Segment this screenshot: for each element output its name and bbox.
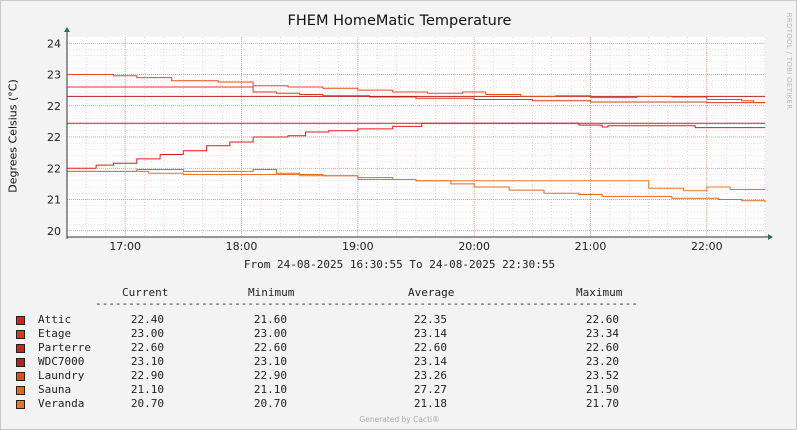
legend-value-maximum: 23.20	[585, 355, 619, 368]
y-tick-label: 22	[47, 131, 61, 144]
legend-value-average: 22.35	[413, 313, 447, 326]
legend-row-sauna: Sauna 21.10 21.10 27.27 21.50	[1, 383, 796, 397]
legend-value-maximum: 22.60	[585, 313, 619, 326]
legend-value-current: 23.00	[130, 327, 164, 340]
x-tick-label: 20:00	[458, 240, 490, 253]
legend-swatch	[16, 330, 25, 339]
legend-swatch	[16, 344, 25, 353]
legend-header-average: Average	[408, 286, 455, 299]
legend-value-average: 23.26	[413, 369, 447, 382]
x-tick-label: 22:00	[691, 240, 723, 253]
legend-value-current: 22.90	[130, 369, 164, 382]
legend-value-minimum: 21.10	[253, 383, 287, 396]
y-tick-label: 23	[47, 69, 61, 82]
y-tick-label: 24	[47, 37, 61, 50]
x-tick-label: 18:00	[226, 240, 258, 253]
legend-value-current: 22.60	[130, 341, 164, 354]
y-tick-label: 20	[47, 225, 61, 238]
footer-credit: Generated by Cacti®	[359, 415, 440, 424]
legend-value-minimum: 22.90	[253, 369, 287, 382]
legend-value-current: 23.10	[130, 355, 164, 368]
legend-series-name: Attic	[38, 313, 72, 326]
legend-value-current: 21.10	[130, 383, 164, 396]
legend-value-minimum: 20.70	[253, 397, 287, 410]
legend-header-current: Current	[122, 286, 169, 299]
y-axis-arrow	[64, 27, 70, 32]
legend-header-maximum: Maximum	[576, 286, 623, 299]
legend-value-average: 21.18	[413, 397, 447, 410]
legend-value-maximum: 23.52	[585, 369, 619, 382]
x-tick-label: 19:00	[342, 240, 374, 253]
legend-series-name: Veranda	[38, 397, 85, 410]
legend-value-maximum: 21.50	[585, 383, 619, 396]
y-tick-label: 22	[47, 162, 61, 175]
x-tick-label: 17:00	[109, 240, 141, 253]
legend-series-name: Parterre	[38, 341, 91, 354]
legend-value-maximum: 21.70	[585, 397, 619, 410]
legend-value-minimum: 21.60	[253, 313, 287, 326]
chart-title: FHEM HomeMatic Temperature	[287, 13, 512, 29]
legend-value-minimum: 22.60	[253, 341, 287, 354]
legend-swatch	[16, 400, 25, 409]
legend-series-name: WDC7000	[38, 355, 85, 368]
legend-row-attic: Attic 22.40 21.60 22.35 22.60	[1, 313, 796, 327]
legend-value-minimum: 23.10	[253, 355, 287, 368]
legend-value-average: 22.60	[413, 341, 447, 354]
series-lines	[67, 74, 766, 202]
legend-value-maximum: 22.60	[585, 341, 619, 354]
legend-row-parterre: Parterre 22.60 22.60 22.60 22.60	[1, 341, 796, 355]
legend-row-wdc7000: WDC7000 23.10 23.10 23.14 23.20	[1, 355, 796, 369]
legend-swatch	[16, 358, 25, 367]
legend-value-current: 20.70	[130, 397, 164, 410]
legend-swatch	[16, 316, 25, 325]
series-line-attic	[67, 122, 765, 169]
x-axis-arrow	[768, 234, 773, 240]
legend-value-minimum: 23.00	[253, 327, 287, 340]
grid	[66, 37, 766, 237]
legend-value-maximum: 23.34	[585, 327, 619, 340]
legend-swatch	[16, 372, 25, 381]
legend-separator: ----------------------------------------…	[95, 297, 639, 310]
legend-row-laundry: Laundry 22.90 22.90 23.26 23.52	[1, 369, 796, 383]
series-line-etage	[67, 86, 765, 104]
legend-value-current: 22.40	[130, 313, 164, 326]
legend-row-veranda: Veranda 20.70 20.70 21.18 21.70	[1, 397, 796, 411]
series-line-laundry	[67, 74, 765, 104]
legend-value-average: 27.27	[413, 383, 447, 396]
legend-value-average: 23.14	[413, 327, 447, 340]
legend-series-name: Sauna	[38, 383, 72, 396]
legend-value-average: 23.14	[413, 355, 447, 368]
axes	[64, 27, 773, 240]
legend-row-etage: Etage 23.00 23.00 23.14 23.34	[1, 327, 796, 341]
legend-series-name: Etage	[38, 327, 72, 340]
y-tick-label: 22	[47, 100, 61, 113]
x-tick-label: 21:00	[575, 240, 607, 253]
legend-series-name: Laundry	[38, 369, 85, 382]
tick-labels: 17:00 18:00 19:00 20:00 21:00 22:00 24 23 22 22 22…	[47, 37, 723, 253]
time-period: From 24-08-2025 16:30:55 To 24-08-2025 2…	[243, 258, 556, 271]
legend-header-minimum: Minimum	[248, 286, 295, 299]
series-line-veranda	[67, 170, 765, 192]
y-tick-label: 21	[47, 194, 61, 207]
legend-swatch	[16, 386, 25, 395]
